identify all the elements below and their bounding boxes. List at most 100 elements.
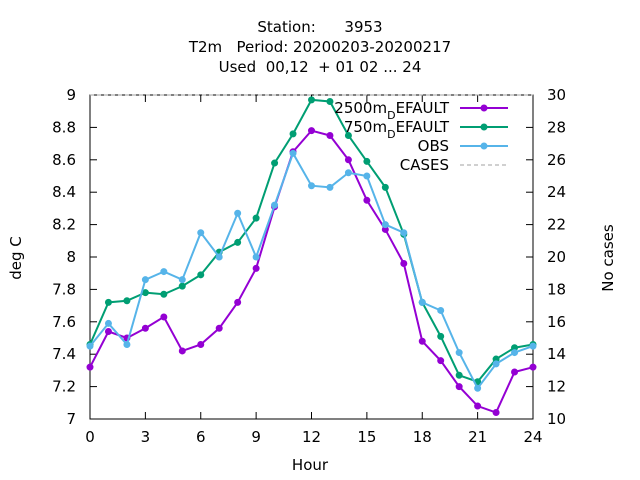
point-obs (271, 201, 279, 209)
point-750m-default (344, 132, 352, 139)
x-tick-label: 6 (196, 428, 206, 446)
point-obs (308, 182, 315, 190)
y-tick-label: 8.2 (52, 216, 76, 234)
legend-marker (480, 142, 488, 150)
point-2500m-default (437, 357, 445, 365)
point-750m-default (289, 130, 297, 138)
point-2500m-default (474, 402, 482, 410)
point-750m-default (455, 371, 463, 379)
y2-tick-label: 30 (547, 86, 566, 104)
point-obs (178, 276, 186, 284)
point-obs (529, 342, 537, 350)
y-tick-label: 7 (66, 410, 76, 428)
y-tick-label: 8.6 (52, 151, 76, 169)
y2-tick-label: 22 (547, 216, 566, 234)
point-2500m-default (400, 259, 408, 267)
x-tick-label: 0 (85, 428, 95, 446)
point-obs (381, 221, 389, 229)
x-axis-label: Hour (292, 456, 329, 474)
series-line-750m-default (89, 98, 534, 383)
title-line: T2m Period: 20200203-20200217 (188, 38, 451, 56)
y2-tick-label: 28 (547, 118, 566, 136)
y2-axis-label: No cases (599, 224, 617, 292)
x-tick-label: 15 (357, 428, 376, 446)
legend-label: CASES (400, 156, 449, 174)
y-tick-label: 8.4 (52, 183, 76, 201)
point-obs (141, 276, 149, 284)
point-2500m-default (234, 298, 242, 306)
title-line: Station: 3953 (257, 18, 382, 36)
point-2500m-default (511, 368, 519, 376)
point-obs (123, 340, 131, 348)
point-obs (160, 268, 168, 276)
x-tick-label: 3 (141, 428, 151, 446)
x-tick-label: 9 (251, 428, 261, 446)
y-tick-label: 8 (66, 248, 76, 266)
point-2500m-default (344, 156, 352, 164)
y2-tick-label: 18 (547, 280, 566, 298)
point-2500m-default (252, 264, 260, 272)
legend-label: 2500mDEFAULT (334, 99, 450, 122)
x-tick-label: 24 (523, 428, 542, 446)
point-750m-default (178, 282, 186, 290)
y-tick-label: 7.4 (52, 345, 76, 363)
point-750m-default (123, 297, 131, 305)
y-tick-label: 9 (66, 86, 76, 104)
point-obs (86, 342, 94, 350)
x-tick-label: 12 (302, 428, 321, 446)
y-tick-label: 7.6 (52, 313, 76, 331)
series-layer (86, 94, 537, 417)
point-2500m-default (363, 196, 371, 204)
point-obs (234, 209, 242, 217)
point-obs (400, 229, 408, 237)
y-axis-label: deg C (7, 236, 25, 280)
point-2500m-default (326, 132, 334, 139)
y-tick-label: 8.8 (52, 118, 76, 136)
y2-tick-label: 20 (547, 248, 566, 266)
point-obs (344, 169, 352, 177)
point-obs (326, 183, 334, 191)
point-2500m-default (455, 383, 463, 391)
point-750m-default (160, 290, 168, 298)
point-2500m-default (308, 127, 315, 135)
legend-label: OBS (418, 137, 449, 155)
point-2500m-default (104, 328, 112, 336)
plot-frame (89, 94, 534, 420)
legend-marker (480, 123, 488, 131)
point-obs (474, 384, 482, 392)
x-tick-label: 21 (468, 428, 487, 446)
point-750m-default (308, 96, 315, 104)
title-line: Used 00,12 + 01 02 ... 24 (219, 58, 422, 76)
y2-tick-label: 16 (547, 313, 566, 331)
point-obs (104, 319, 112, 327)
point-750m-default (381, 183, 389, 191)
chart-title: Station: 3953 T2m Period: 20200203-202002… (188, 18, 451, 76)
point-obs (252, 253, 260, 261)
point-obs (215, 253, 223, 261)
series-line-2500m-default (89, 129, 534, 414)
point-obs (289, 149, 297, 157)
point-2500m-default (86, 363, 94, 371)
point-2500m-default (141, 324, 149, 332)
y2-tick-label: 14 (547, 345, 566, 363)
point-2500m-default (492, 409, 500, 417)
legend-label: 750mDEFAULT (344, 118, 450, 141)
y2-tick-label: 24 (547, 183, 566, 201)
point-obs (511, 349, 519, 357)
x-tick-label: 18 (413, 428, 432, 446)
point-obs (492, 360, 500, 368)
point-750m-default (234, 238, 242, 246)
point-obs (197, 229, 205, 237)
point-2500m-default (529, 363, 537, 371)
plot-area: 0 3 6 9 12 15 18 21 24 7 7.2 7.4 7.6 7.8 8 8.2 8.4 8.6 8.8… (52, 86, 566, 446)
point-750m-default (252, 214, 260, 222)
point-2500m-default (215, 324, 223, 332)
point-obs (418, 298, 426, 306)
point-750m-default (104, 298, 112, 306)
y-tick-label: 7.8 (52, 280, 76, 298)
point-750m-default (363, 157, 371, 165)
point-750m-default (326, 97, 334, 105)
point-2500m-default (160, 313, 168, 321)
